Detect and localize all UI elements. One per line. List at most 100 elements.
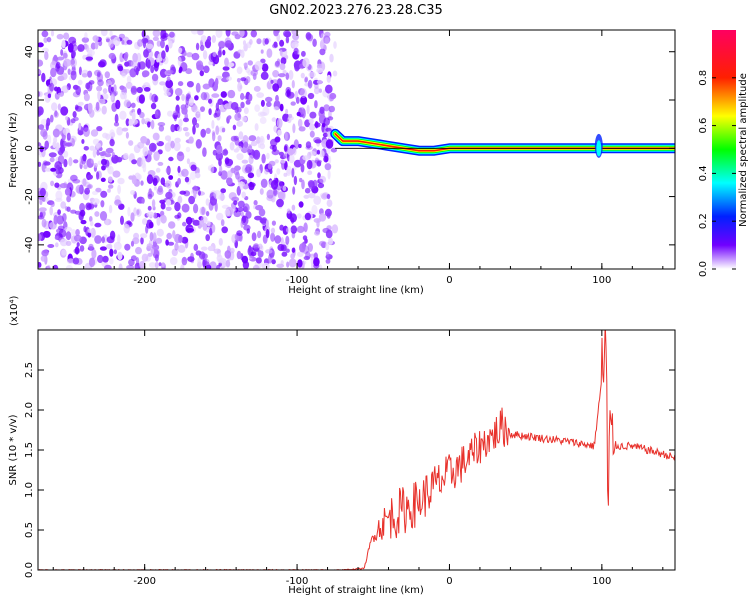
noise-blob bbox=[92, 198, 100, 205]
noise-blob bbox=[195, 42, 200, 51]
noise-blob bbox=[236, 230, 243, 237]
noise-blob bbox=[265, 96, 273, 103]
noise-blob bbox=[199, 206, 207, 216]
noise-blob bbox=[188, 136, 194, 144]
noise-blob bbox=[260, 99, 265, 107]
noise-blob bbox=[309, 123, 316, 131]
noise-blob bbox=[113, 121, 120, 127]
noise-blob bbox=[233, 210, 242, 218]
noise-blob bbox=[258, 243, 263, 250]
noise-blob bbox=[137, 141, 145, 149]
noise-blob bbox=[243, 107, 249, 115]
noise-blob bbox=[179, 62, 188, 72]
noise-blob bbox=[240, 101, 245, 109]
noise-blob bbox=[288, 113, 293, 119]
noise-blob bbox=[236, 66, 243, 75]
noise-blob bbox=[221, 127, 226, 133]
noise-blob bbox=[286, 208, 291, 214]
noise-blob bbox=[66, 195, 71, 203]
noise-blob bbox=[59, 238, 68, 247]
noise-blob bbox=[185, 216, 193, 225]
noise-blob bbox=[181, 168, 189, 177]
noise-blob bbox=[236, 185, 241, 196]
noise-blob bbox=[324, 163, 332, 171]
noise-blob bbox=[260, 178, 268, 188]
noise-blob bbox=[88, 243, 94, 251]
noise-blob bbox=[60, 201, 67, 209]
noise-blob bbox=[291, 247, 296, 253]
noise-blob bbox=[136, 209, 140, 216]
noise-blob bbox=[313, 86, 320, 95]
noise-blob bbox=[254, 123, 259, 131]
noise-blob bbox=[177, 81, 184, 87]
noise-blob bbox=[55, 164, 61, 175]
noise-blob bbox=[190, 164, 197, 172]
noise-blob bbox=[287, 148, 294, 156]
noise-blob bbox=[107, 188, 111, 193]
noise-blob bbox=[109, 30, 113, 37]
noise-blob bbox=[51, 60, 56, 66]
noise-blob bbox=[87, 184, 93, 189]
noise-blob bbox=[149, 231, 154, 242]
noise-blob bbox=[224, 57, 229, 67]
noise-blob bbox=[50, 167, 57, 172]
noise-blob bbox=[56, 56, 65, 61]
noise-blob bbox=[102, 255, 109, 263]
noise-blob bbox=[276, 118, 283, 129]
noise-blob bbox=[242, 203, 250, 213]
noise-blob bbox=[224, 208, 231, 217]
colorbar-tick-label: 0.8 bbox=[698, 70, 709, 86]
noise-blob bbox=[317, 182, 325, 189]
noise-blob bbox=[185, 68, 193, 75]
noise-blob bbox=[125, 81, 133, 89]
noise-blob bbox=[42, 230, 51, 238]
noise-blob bbox=[313, 195, 322, 205]
noise-blob bbox=[178, 119, 183, 127]
noise-blob bbox=[303, 222, 308, 233]
noise-blob bbox=[156, 228, 164, 237]
noise-blob bbox=[240, 77, 247, 82]
noise-blob bbox=[309, 130, 315, 138]
noise-blob bbox=[47, 93, 52, 99]
noise-blob bbox=[87, 70, 93, 78]
noise-blob bbox=[243, 62, 248, 67]
noise-blob bbox=[156, 216, 161, 226]
noise-blob bbox=[291, 80, 295, 89]
noise-blob bbox=[39, 145, 44, 153]
noise-blob bbox=[250, 30, 257, 38]
noise-blob bbox=[94, 40, 99, 50]
noise-blob bbox=[131, 175, 137, 185]
noise-blob bbox=[83, 164, 88, 170]
noise-blob bbox=[139, 260, 146, 269]
noise-blob bbox=[307, 92, 315, 100]
noise-blob bbox=[314, 159, 322, 164]
noise-blob bbox=[253, 149, 261, 160]
noise-blob bbox=[83, 146, 90, 151]
noise-blob bbox=[286, 261, 290, 268]
noise-blob bbox=[297, 259, 303, 268]
noise-blob bbox=[260, 49, 264, 54]
noise-blob bbox=[218, 238, 223, 246]
noise-blob bbox=[316, 67, 324, 74]
noise-blob bbox=[52, 141, 57, 149]
noise-blob bbox=[269, 169, 273, 175]
noise-blob bbox=[68, 36, 77, 45]
noise-blob bbox=[40, 255, 47, 262]
noise-blob bbox=[206, 220, 211, 227]
noise-blob bbox=[291, 167, 295, 178]
noise-blob bbox=[84, 32, 88, 39]
noise-blob bbox=[41, 249, 49, 257]
noise-blob bbox=[205, 234, 210, 242]
noise-blob bbox=[285, 235, 290, 245]
noise-blob bbox=[192, 117, 197, 126]
noise-blob bbox=[72, 111, 77, 118]
noise-blob bbox=[216, 264, 220, 269]
noise-blob bbox=[195, 250, 202, 256]
noise-blob bbox=[158, 262, 162, 267]
noise-blob bbox=[314, 230, 320, 236]
figure-title: GN02.2023.276.23.28.C35 bbox=[269, 3, 443, 18]
colorbar-ticks: 0.0 0.2 0.4 0.6 0.8 bbox=[698, 70, 736, 277]
noise-blob bbox=[202, 83, 211, 90]
noise-blob bbox=[312, 38, 317, 47]
noise-blob bbox=[152, 30, 161, 38]
